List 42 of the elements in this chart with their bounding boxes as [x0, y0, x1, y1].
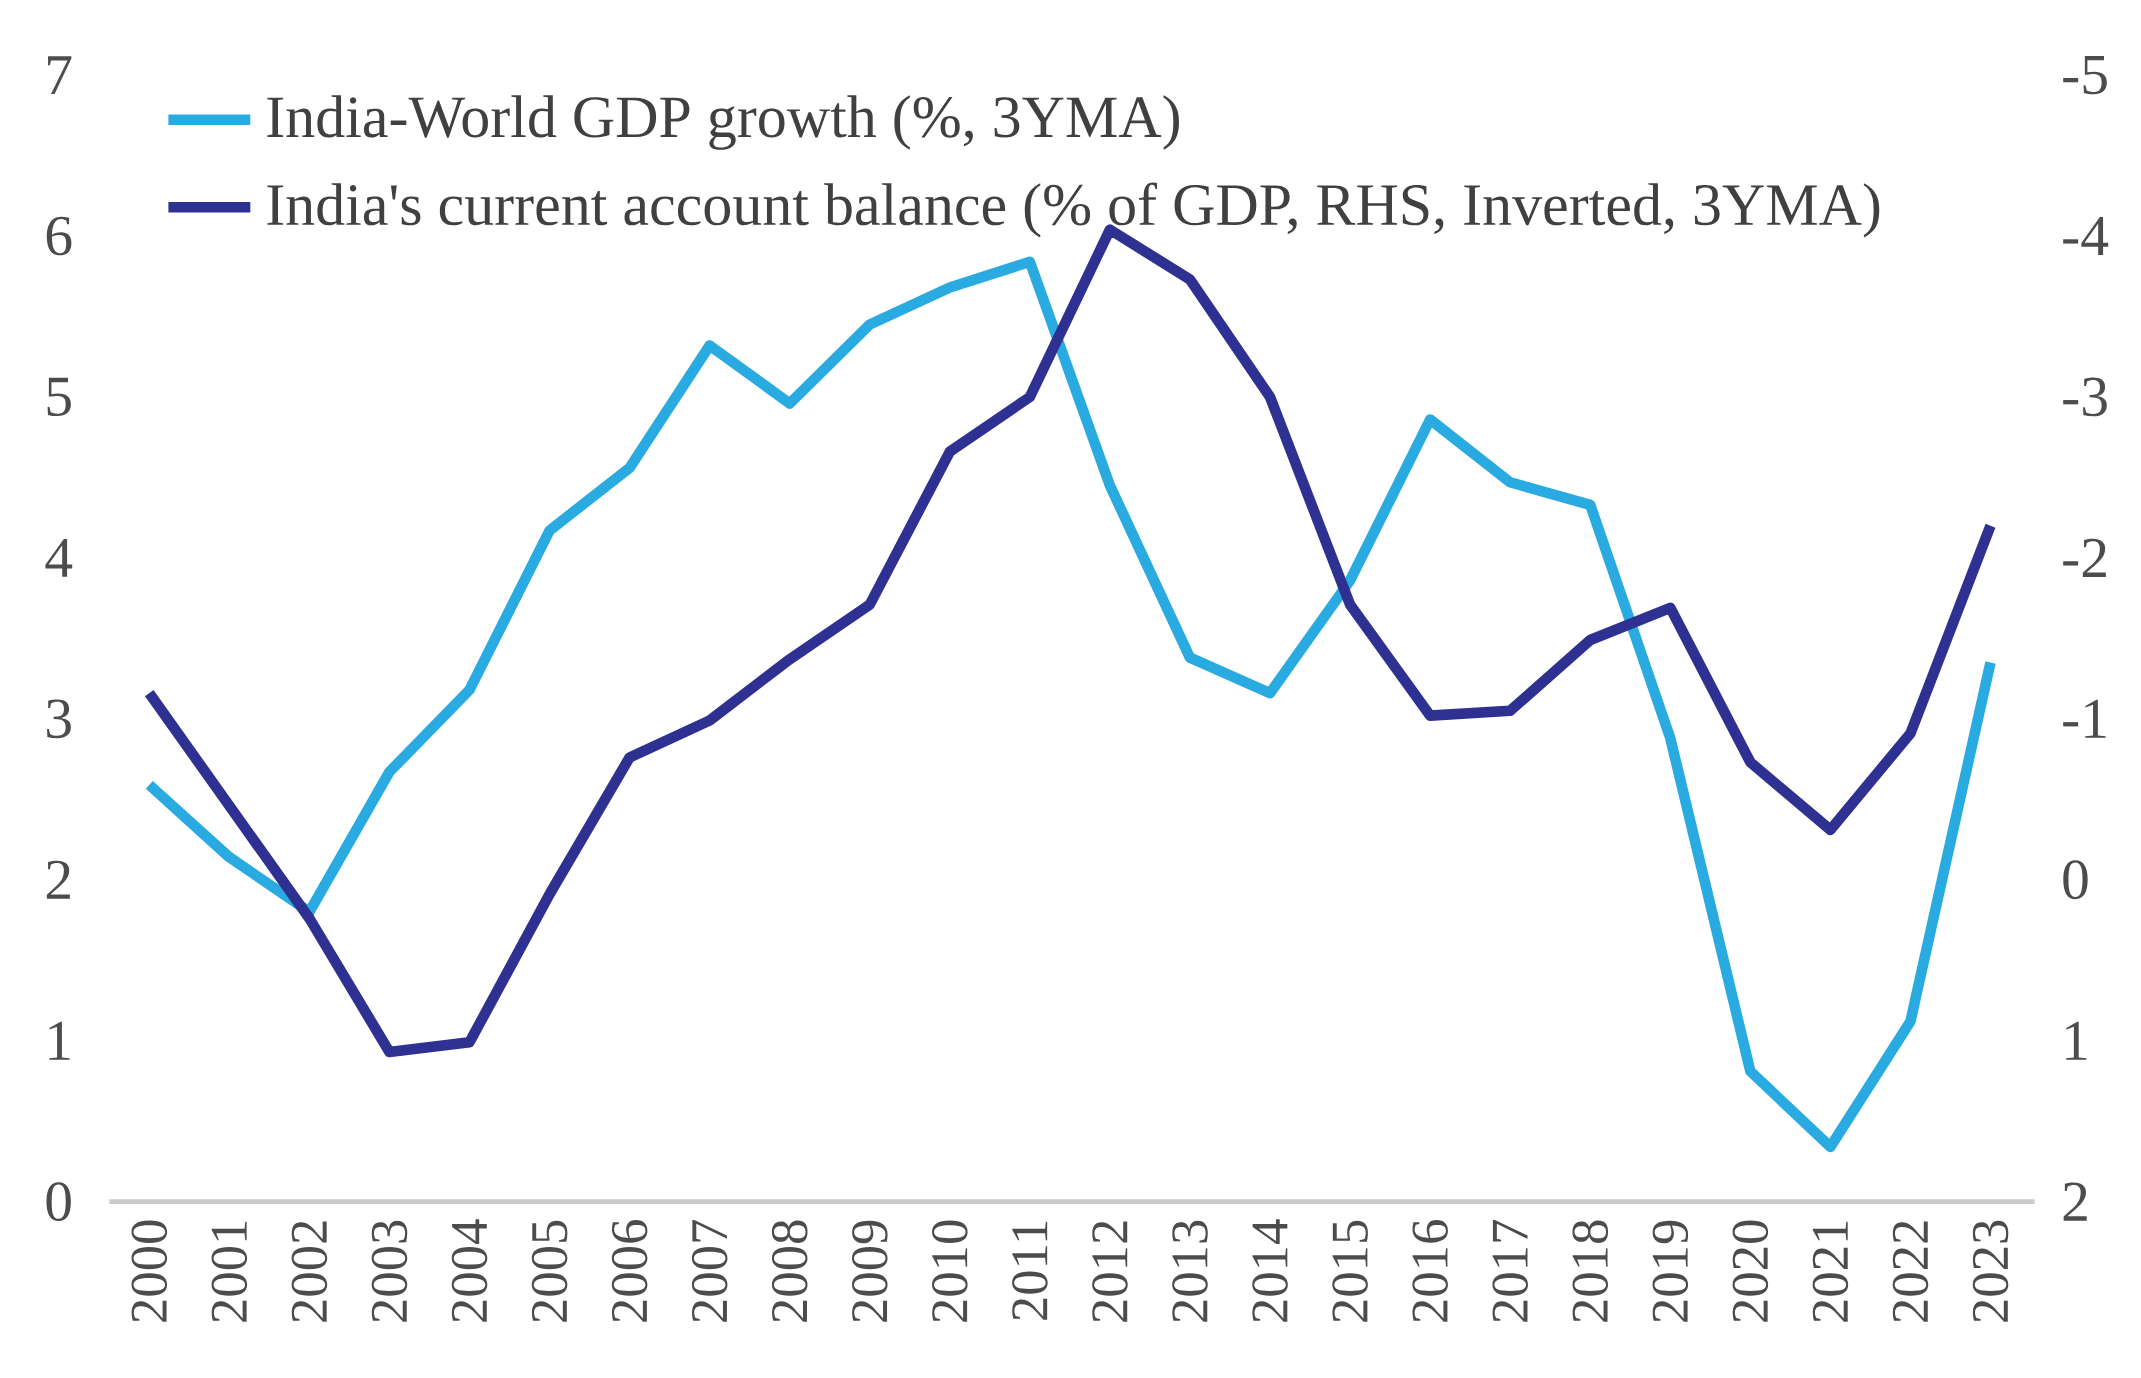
x-tick-label: 2023 [1972, 1220, 2009, 1322]
x-tick-label: 2012 [1092, 1221, 1128, 1322]
y-tick-label: 7 [48, 56, 72, 95]
x-tick-label: 2010 [932, 1220, 968, 1322]
y-tick-label: 1 [49, 1021, 70, 1060]
y2-tick-label: -2 [2063, 538, 2106, 578]
x-tick-label: 2014 [1252, 1219, 1288, 1322]
x-tick-label: 2016 [1412, 1220, 1448, 1322]
y2-tick-label: -1 [2063, 699, 2106, 738]
y2-tick-label: -3 [2063, 377, 2107, 417]
y-tick-label: 4 [45, 539, 73, 577]
x-tick-label: 2004 [451, 1219, 488, 1322]
x-tick-label: 2003 [371, 1220, 408, 1322]
x-tick-label: 2002 [291, 1221, 328, 1322]
x-tick-label: 2009 [851, 1220, 888, 1322]
y-tick-label: 2 [46, 860, 70, 899]
y2-tick-label: 0 [2063, 860, 2088, 900]
x-tick-label: 2020 [1732, 1220, 1769, 1322]
x-tick-label: 2006 [611, 1220, 648, 1322]
y2-tick-label: 1 [2066, 1021, 2087, 1060]
y-tick-label: 5 [47, 377, 71, 417]
x-tick-label: 2021 [1812, 1221, 1849, 1322]
x-tick-label: 2019 [1652, 1220, 1689, 1322]
y2-tick-label: 2 [2063, 1182, 2087, 1221]
legend-label: India-World GDP growth (%, 3YMA) [267, 95, 1179, 150]
x-tick-label: 2007 [691, 1220, 728, 1322]
x-tick-label: 2011 [1012, 1221, 1048, 1320]
y2-tick-label: -5 [2063, 56, 2107, 95]
y2-tick-label: -4 [2063, 217, 2109, 256]
x-tick-label: 2017 [1492, 1220, 1528, 1322]
y-tick-label: 3 [47, 699, 71, 739]
x-tick-label: 2001 [211, 1221, 248, 1322]
x-tick-label: 2015 [1332, 1220, 1368, 1322]
x-tick-label: 2022 [1892, 1221, 1929, 1322]
x-tick-label: 2000 [131, 1220, 168, 1322]
x-tick-label: 2018 [1572, 1220, 1609, 1322]
x-tick-label: 2005 [531, 1220, 568, 1322]
legend-label: India's current account balance (% of GDP, RHS, Inverted, 3YMA) [267, 182, 1880, 238]
x-tick-label: 2013 [1172, 1220, 1208, 1322]
y-tick-label: 6 [46, 216, 72, 256]
y-tick-label: 0 [46, 1182, 71, 1222]
x-tick-label: 2008 [771, 1220, 808, 1322]
